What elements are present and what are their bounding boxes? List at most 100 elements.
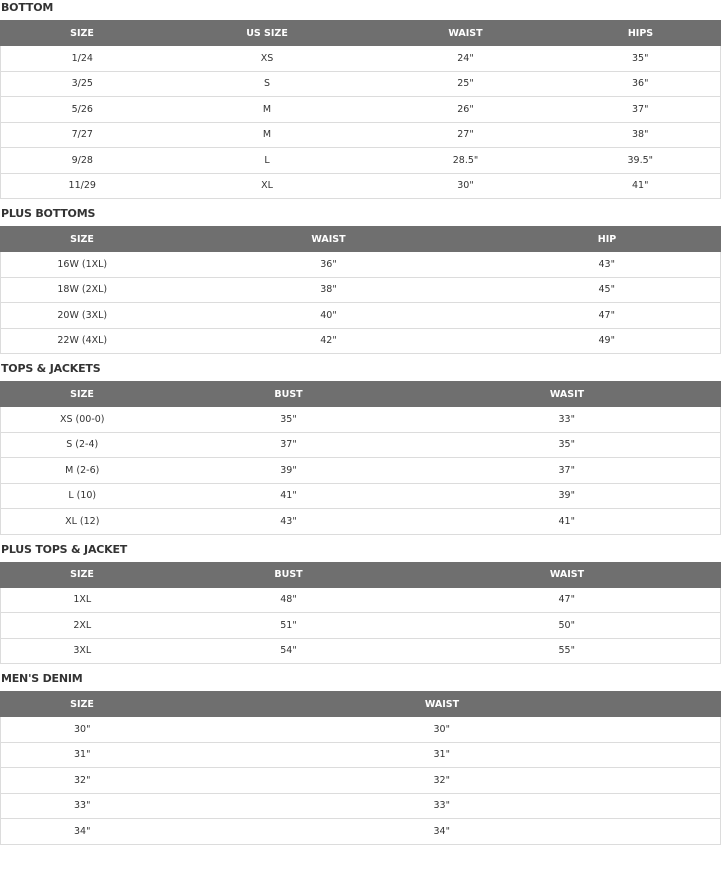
column-header: WAIST <box>163 691 721 717</box>
size-section: TOPS & JACKETS SIZE BUST WASIT XS (00-0) 35" 3… <box>0 362 721 535</box>
table-row: L (10) 41" 39" <box>0 482 721 509</box>
table-cell: 30" <box>370 172 561 199</box>
column-header: SIZE <box>0 20 164 46</box>
table-cell: 39" <box>163 457 414 484</box>
table-cell: 55" <box>413 637 721 664</box>
size-table: SIZE WAIST HIP 16W (1XL) 36" 43" 18W (2XL) 38" 4… <box>0 226 721 354</box>
table-cell: 22W (4XL) <box>0 327 164 354</box>
table-cell: 27" <box>370 121 561 148</box>
table-cell: 11/29 <box>0 172 164 199</box>
section-title: PLUS BOTTOMS <box>1 207 96 220</box>
column-header: SIZE <box>0 226 164 252</box>
table-cell: L <box>163 147 371 174</box>
table-cell: 38" <box>163 276 494 303</box>
size-section: MEN'S DENIM SIZE WAIST 30" 30" 31" 31" 32" 32" 33… <box>0 672 721 845</box>
table-row: 3/25 S 25" 36" <box>0 70 721 97</box>
table-row: S (2-4) 37" 35" <box>0 431 721 458</box>
table-cell: 16W (1XL) <box>0 251 164 278</box>
table-cell: 36" <box>560 70 721 97</box>
table-cell: 39" <box>413 482 721 509</box>
section-title: BOTTOM <box>1 1 54 14</box>
size-table: SIZE WAIST 30" 30" 31" 31" 32" 32" 33" 33" 34" 34" <box>0 691 721 845</box>
table-cell: 35" <box>560 45 721 72</box>
table-row: 33" 33" <box>0 792 721 819</box>
column-header: US SIZE <box>163 20 371 46</box>
column-header: WAIST <box>413 561 721 588</box>
table-row: 16W (1XL) 36" 43" <box>0 251 721 278</box>
table-cell: 37" <box>163 431 414 458</box>
table-cell: 41" <box>413 508 721 535</box>
column-header: WAIST <box>163 226 494 252</box>
table-cell: S <box>163 70 371 97</box>
table-cell: 43" <box>163 508 414 535</box>
table-row: 2XL 51" 50" <box>0 612 721 639</box>
table-cell: 26" <box>370 96 561 123</box>
table-cell: 1/24 <box>0 45 164 72</box>
table-row: 1/24 XS 24" 35" <box>0 45 721 72</box>
table-row: 22W (4XL) 42" 49" <box>0 327 721 354</box>
table-row: 18W (2XL) 38" 45" <box>0 276 721 303</box>
table-cell: 30" <box>163 716 721 743</box>
column-header: SIZE <box>0 561 164 588</box>
table-cell: 25" <box>370 70 561 97</box>
table-row: 3XL 54" 55" <box>0 637 721 664</box>
table-row: 11/29 XL 30" 41" <box>0 172 721 199</box>
table-cell: 35" <box>163 406 414 433</box>
table-cell: 40" <box>163 302 494 329</box>
column-header: HIPS <box>560 20 721 46</box>
table-cell: XL (12) <box>0 508 164 535</box>
table-cell: 38" <box>560 121 721 148</box>
table-cell: 45" <box>493 276 721 303</box>
table-cell: 50" <box>413 612 721 639</box>
table-cell: XS <box>163 45 371 72</box>
table-cell: M (2-6) <box>0 457 164 484</box>
table-cell: 18W (2XL) <box>0 276 164 303</box>
size-section: PLUS TOPS & JACKET SIZE BUST WAIST 1XL 48" 47"… <box>0 543 721 665</box>
table-cell: 42" <box>163 327 494 354</box>
table-cell: 48" <box>163 586 414 613</box>
section-title: MEN'S DENIM <box>1 672 83 685</box>
table-cell: 20W (3XL) <box>0 302 164 329</box>
table-cell: 43" <box>493 251 721 278</box>
table-header-row: SIZE BUST WASIT <box>0 381 721 407</box>
table-cell: 34" <box>163 818 721 845</box>
table-cell: 54" <box>163 637 414 664</box>
size-table: SIZE US SIZE WAIST HIPS 1/24 XS 24" 35" 3/25 S 25"… <box>0 20 721 199</box>
table-cell: 41" <box>163 482 414 509</box>
table-cell: 37" <box>560 96 721 123</box>
table-cell: 37" <box>413 457 721 484</box>
table-header-row: SIZE WAIST HIP <box>0 226 721 252</box>
column-header: HIP <box>493 226 721 252</box>
table-row: 32" 32" <box>0 767 721 794</box>
size-table: SIZE BUST WASIT XS (00-0) 35" 33" S (2-4) 37" 35… <box>0 381 721 535</box>
section-title: PLUS TOPS & JACKET <box>1 542 128 556</box>
table-cell: XS (00-0) <box>0 406 164 433</box>
size-chart: BOTTOM SIZE US SIZE WAIST HIPS 1/24 XS 24" 35" 3/… <box>0 1 721 845</box>
table-cell: S (2-4) <box>0 431 164 458</box>
table-cell: 3XL <box>0 637 164 664</box>
table-cell: 47" <box>413 586 721 613</box>
table-row: 31" 31" <box>0 741 721 768</box>
table-cell: L (10) <box>0 482 164 509</box>
table-cell: 32" <box>0 767 164 794</box>
table-cell: 49" <box>493 327 721 354</box>
column-header: SIZE <box>0 381 164 407</box>
table-cell: 2XL <box>0 612 164 639</box>
size-section: PLUS BOTTOMS SIZE WAIST HIP 16W (1XL) 36" 43" 1… <box>0 207 721 354</box>
table-row: 1XL 48" 47" <box>0 586 721 613</box>
table-cell: 51" <box>163 612 414 639</box>
section-title: TOPS & JACKETS <box>1 362 101 375</box>
table-cell: 31" <box>163 741 721 768</box>
table-header-row: SIZE BUST WAIST <box>0 561 721 588</box>
table-cell: 41" <box>560 172 721 199</box>
table-cell: 33" <box>163 792 721 819</box>
column-header: BUST <box>163 381 414 407</box>
column-header: WASIT <box>413 381 721 407</box>
table-cell: 39.5" <box>560 147 721 174</box>
table-cell: 9/28 <box>0 147 164 174</box>
table-cell: 1XL <box>0 586 164 613</box>
table-header-row: SIZE WAIST <box>0 691 721 717</box>
table-row: XL (12) 43" 41" <box>0 508 721 535</box>
column-header: BUST <box>163 561 414 588</box>
table-cell: 30" <box>0 716 164 743</box>
